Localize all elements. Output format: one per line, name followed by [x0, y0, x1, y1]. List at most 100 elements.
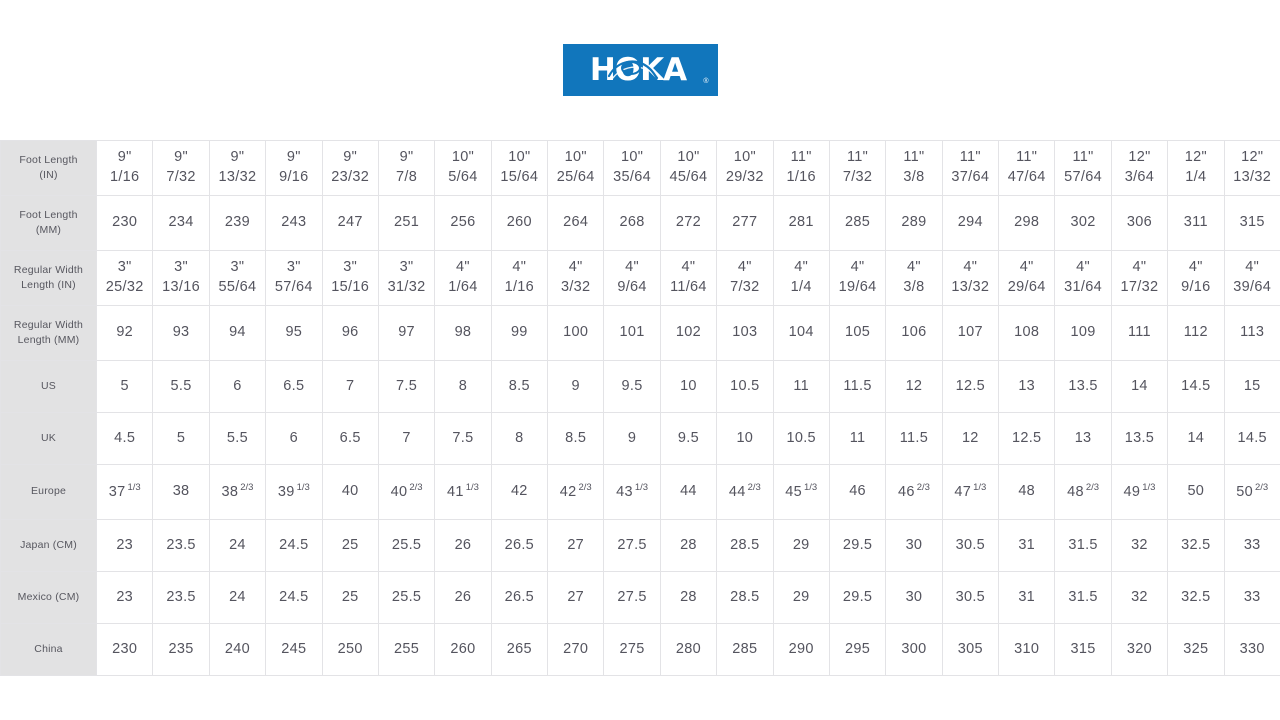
table-cell: 10" 45/64	[659, 140, 718, 196]
brand-header: HOKA ®	[0, 0, 1280, 140]
table-cell: 10" 5/64	[434, 140, 492, 196]
cell-value: 31	[1018, 588, 1036, 605]
row-label-mexico-cm: Mexico (CM)	[0, 571, 97, 624]
cell-value-fraction: 1/3	[973, 481, 987, 493]
table-cell: 5	[152, 412, 210, 465]
table-cell: 315	[1223, 195, 1280, 251]
cell-value: 33	[1243, 588, 1261, 605]
cell-value: 101	[619, 324, 645, 341]
cell-value-fraction: 3/32	[560, 279, 591, 295]
cell-value: 27	[567, 588, 585, 605]
cell-value: 9.5	[621, 377, 643, 394]
cell-value: 10	[736, 429, 754, 446]
table-row: Europe 37 1/3 38 38 2/3 39 1/3 40 40 2/3 41 1/3 42 42 2…	[0, 464, 1280, 520]
cell-value: 285	[732, 640, 758, 657]
table-row: Foot Length (IN) 9" 1/16 9" 7/32 9" 13/32 9" 9/16…	[0, 140, 1280, 196]
table-cell: 315	[1054, 623, 1112, 676]
cell-value: 12.5	[1011, 429, 1042, 446]
cell-value: 30	[905, 536, 923, 553]
cell-value: 13	[1018, 377, 1036, 394]
cell-value: 23.5	[166, 536, 196, 553]
cell-value-fraction: 1/4	[1185, 169, 1207, 185]
cell-value: 5	[120, 377, 129, 394]
cell-value: 306	[1126, 214, 1152, 231]
cell-value-fraction: 37/64	[951, 169, 990, 185]
table-cell: 27	[546, 519, 605, 572]
table-cell: 40	[321, 464, 379, 520]
cell-value-fraction: 15/16	[331, 279, 370, 295]
cell-value-fraction: 1/16	[109, 169, 140, 185]
row-label-foot-length-in: Foot Length (IN)	[0, 140, 97, 196]
cell-value: 8	[458, 377, 468, 394]
cell-value: 104	[788, 324, 814, 341]
cell-value-fraction: 47/64	[1007, 169, 1046, 185]
cell-value-whole: 4"	[1132, 259, 1147, 276]
cell-value: 28.5	[730, 536, 760, 553]
table-cell: 24.5	[265, 519, 323, 572]
cell-value: 32.5	[1181, 588, 1211, 605]
cell-value-whole: 3"	[399, 259, 414, 276]
cell-value-whole: 4"	[1245, 259, 1260, 276]
table-cell: 11.5	[885, 412, 943, 465]
table-cell: 4" 17/32	[1110, 250, 1169, 306]
table-cell: 102	[659, 305, 718, 361]
cell-value-fraction: 9/16	[279, 169, 309, 185]
cell-value: 97	[398, 324, 415, 341]
row-label-regular-width-length-in: Regular Width Length (IN)	[0, 250, 97, 306]
cell-value-fraction: 29/64	[1007, 279, 1046, 295]
cell-value: 272	[675, 214, 701, 231]
cell-value-whole: 9"	[117, 149, 132, 166]
cell-value: 27.5	[617, 536, 647, 553]
cell-value-whole: 9"	[230, 149, 245, 166]
table-cell: 98	[434, 305, 492, 361]
cell-value: 5	[176, 429, 186, 446]
row-label-line2: (IN)	[39, 169, 58, 181]
cell-value-fraction: 7/32	[166, 169, 196, 185]
cell-value-fraction: 13/32	[951, 279, 990, 295]
cell-value-fraction: 2/3	[409, 481, 423, 493]
table-cell: 31	[997, 519, 1056, 572]
table-cell: 11" 37/64	[941, 140, 1000, 196]
table-cell: 294	[941, 195, 1000, 251]
cell-value-whole: 9"	[343, 149, 358, 166]
cell-value: 298	[1014, 214, 1040, 231]
table-cell: 45 1/3	[772, 464, 830, 520]
cell-value: 24	[229, 536, 246, 553]
cell-value: 108	[1014, 324, 1040, 341]
cell-value-fraction: 1/3	[127, 481, 141, 493]
cell-value-whole: 43	[616, 483, 633, 500]
cell-value-fraction: 35/64	[613, 169, 651, 185]
cell-value: 270	[563, 640, 589, 657]
table-cell: 6	[208, 360, 267, 413]
row-label-line1: Japan (CM)	[20, 538, 77, 551]
cell-value: 7	[402, 429, 411, 446]
cell-value-whole: 11"	[847, 149, 869, 166]
table-cell: 32.5	[1167, 571, 1225, 624]
hoka-logo[interactable]: HOKA ®	[562, 44, 718, 96]
cell-value-fraction: 2/3	[240, 481, 254, 493]
table-cell: 13	[1054, 412, 1112, 465]
table-cell: 10	[716, 412, 774, 465]
cell-value-fraction: 1/16	[786, 169, 816, 185]
table-cell: 12	[885, 360, 943, 413]
table-cell: 311	[1167, 195, 1225, 251]
row-label-line2: (MM)	[35, 224, 62, 236]
cell-value-whole: 4"	[850, 259, 865, 276]
table-cell: 46	[828, 464, 887, 520]
cell-value: 11.5	[843, 377, 872, 394]
cell-value: 26	[454, 536, 472, 553]
table-cell: 234	[152, 195, 210, 251]
table-cell: 106	[885, 305, 943, 361]
table-cell: 93	[152, 305, 210, 361]
table-cell: 306	[1110, 195, 1169, 251]
cell-value: 11	[849, 429, 866, 446]
table-cell: 14.5	[1223, 412, 1280, 465]
cell-value-fraction: 13/32	[218, 169, 257, 185]
table-cell: 4" 1/64	[434, 250, 492, 306]
table-cell: 9" 7/8	[377, 140, 436, 196]
table-row: China 230 235 240 245 250 255 260 265 270 275 280 28…	[0, 623, 1280, 676]
cell-value: 32	[1131, 588, 1148, 605]
table-cell: 12.5	[941, 360, 1000, 413]
table-cell: 23.5	[152, 519, 210, 572]
table-cell: 111	[1110, 305, 1169, 361]
